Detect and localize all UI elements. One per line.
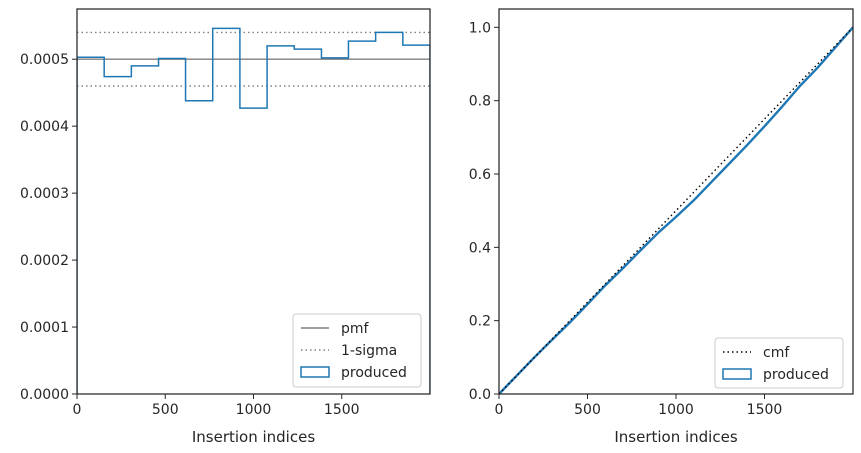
x-tick-label: 1000 [658,402,694,418]
produced-histogram-step [77,27,430,394]
legend-sigma-label: 1-sigma [341,343,397,359]
x-tick-label: 1500 [747,402,783,418]
legend-produced-swatch [722,368,752,380]
legend-pmf-label: pmf [341,321,370,337]
x-axis-title: Insertion indices [614,428,737,446]
histogram-bin [186,101,213,394]
histogram-bin [104,77,131,394]
y-tick-label: 0.0003 [20,186,69,202]
x-tick-label: 0 [73,402,82,418]
y-tick-label: 0.0001 [20,320,69,336]
y-tick-label: 1.0 [469,20,491,36]
y-tick-label: 0.2 [469,314,491,330]
y-tick-label: 0.0000 [20,387,69,403]
legend-box [292,313,422,388]
x-tick-label: 0 [495,402,504,418]
y-tick-label: 0.0 [469,387,491,403]
x-tick-label: 1000 [236,402,272,418]
y-tick-label: 0.0002 [20,253,69,269]
x-axis-title: Insertion indices [192,428,315,446]
legend-produced-label: produced [341,365,407,381]
cumulative-chart: 0 500 1000 1500 0.0 0.2 0.4 0.6 0.8 1.0 Insertion … [469,8,854,446]
x-tick-label: 1500 [324,402,360,418]
legend: cmf produced [714,337,844,389]
y-tick-label: 0.0005 [20,52,69,68]
legend-produced-label: produced [763,367,829,383]
axes-frame [498,8,854,395]
x-tick-label: 500 [574,402,601,418]
y-tick-label: 0.8 [469,94,491,110]
histogram-bin [240,108,267,394]
histogram-chart: 0 500 1000 1500 0.0000 0.0001 0.0002 0.0003 0.00… [20,8,431,446]
histogram-bin [213,28,240,394]
y-tick-label: 0.4 [469,240,491,256]
y-tick-label: 0.6 [469,167,491,183]
plot-area [77,27,430,394]
legend-produced-swatch [300,366,330,378]
plot-area [499,26,853,394]
histogram-bin [77,57,104,394]
legend-cmf-label: cmf [763,345,790,361]
produced-cumulative-line [499,26,853,394]
legend-box [714,337,844,389]
histogram-bin [131,66,158,394]
histogram-bin [159,59,186,394]
y-tick-label: 0.0004 [20,119,69,135]
histogram-bin [267,46,294,394]
legend: pmf 1-sigma produced [292,313,422,388]
x-tick-label: 500 [152,402,179,418]
